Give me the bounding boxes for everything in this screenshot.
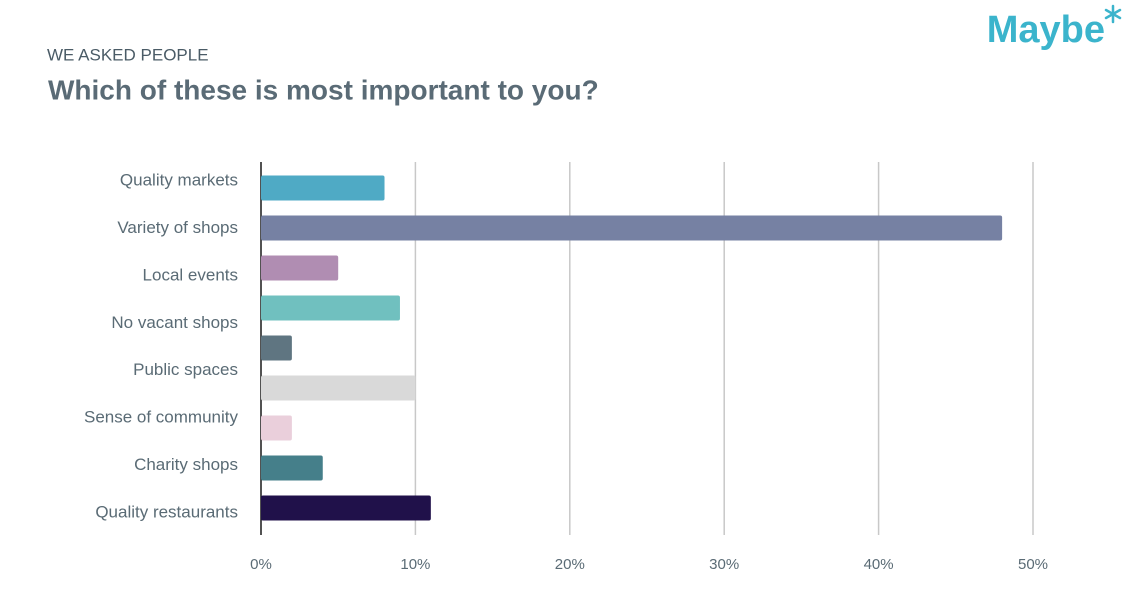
bar xyxy=(261,215,1003,241)
bar xyxy=(261,455,323,481)
y-tick-label: Sense of community xyxy=(84,408,239,427)
y-tick-label: Public spaces xyxy=(133,360,238,379)
y-tick-label: No vacant shops xyxy=(111,313,238,332)
bar xyxy=(261,335,292,361)
bar xyxy=(261,495,431,521)
chart-title: Which of these is most important to you? xyxy=(48,74,599,105)
logo-asterisk xyxy=(1104,4,1122,24)
bar xyxy=(261,255,339,281)
x-tick-label: 0% xyxy=(250,556,272,573)
bar xyxy=(261,375,416,401)
y-tick-label: Quality restaurants xyxy=(95,502,238,521)
bar xyxy=(261,175,385,201)
x-tick-label: 50% xyxy=(1018,556,1048,573)
x-tick-label: 40% xyxy=(864,556,894,573)
x-tick-label: 20% xyxy=(555,556,585,573)
chart-subtitle: WE ASKED PEOPLE xyxy=(47,45,209,64)
y-tick-label: Variety of shops xyxy=(117,218,238,237)
bar xyxy=(261,415,292,441)
x-tick-label: 30% xyxy=(709,556,739,573)
y-tick-label: Charity shops xyxy=(134,455,238,474)
bar xyxy=(261,295,400,321)
y-tick-label: Local events xyxy=(143,265,238,284)
y-tick-label: Quality markets xyxy=(120,170,238,189)
x-tick-label: 10% xyxy=(400,556,430,573)
logo: Maybe xyxy=(987,9,1105,51)
